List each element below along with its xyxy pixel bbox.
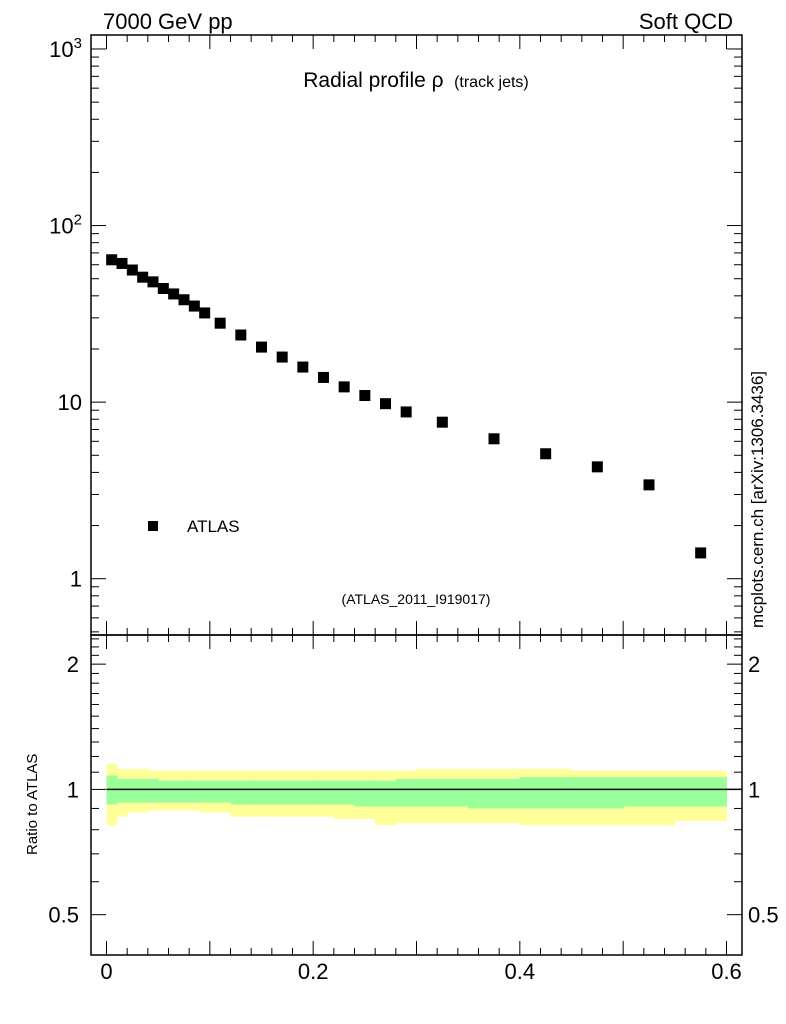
side-label: mcplots.cern.ch [arXiv:1306.3436] [748, 371, 767, 628]
legend: ATLAS [148, 517, 240, 536]
x-tick-label: 0.6 [711, 959, 742, 984]
x-tick-label: 0 [100, 959, 112, 984]
ratio-bands [106, 764, 727, 826]
ratio-band-1-bin [292, 780, 314, 805]
data-point [126, 264, 138, 276]
data-point [235, 329, 247, 341]
data-point [695, 547, 707, 559]
main-ticks: 1 10 102 103 [49, 35, 742, 635]
ratio-band-1-bin [416, 778, 469, 807]
ratio-band-1-bin [519, 777, 572, 809]
data-point [338, 381, 350, 393]
ratio-band-1-bin [158, 780, 169, 803]
ratio-band-1-bin [313, 780, 335, 805]
data-point [147, 276, 159, 288]
ratio-band-1-bin [147, 778, 159, 803]
ratio-band-1-bin [571, 777, 624, 809]
data-point [540, 448, 552, 460]
data-point [488, 433, 500, 445]
data-point [199, 307, 211, 319]
data-point [256, 341, 267, 353]
ratio-band-1-bin [209, 780, 231, 803]
data-point [106, 254, 118, 266]
data-point [214, 317, 226, 329]
data-point [178, 294, 190, 306]
data-point [137, 271, 149, 283]
ratio-band-1-bin [116, 778, 128, 803]
data-point [643, 479, 655, 491]
data-point [297, 361, 309, 373]
ratio-band-1-bin [623, 777, 676, 807]
ratio-band-1-bin [137, 778, 149, 803]
plot-title-main: Radial profile ρ [303, 69, 443, 92]
ratio-band-1-bin [468, 778, 521, 809]
ratio-band-1-bin [354, 780, 376, 807]
main-y-tick-label: 102 [49, 212, 82, 239]
data-point [359, 390, 371, 402]
ratio-band-1-bin [178, 780, 190, 803]
data-point [116, 257, 128, 269]
data-point [276, 351, 288, 363]
data-point [168, 288, 180, 300]
ratio-y-tick-label-right: 0.5 [748, 903, 779, 928]
header-right: Soft QCD [639, 9, 733, 34]
data-point [188, 300, 200, 312]
ratio-band-1-bin [395, 778, 417, 807]
data-point [318, 371, 329, 383]
data-point [400, 406, 412, 418]
ratio-y-axis-label: Ratio to ATLAS [24, 754, 41, 855]
data-point [591, 461, 603, 473]
ratio-y-tick-label: 0.5 [48, 903, 79, 928]
x-tick-label: 0.4 [505, 959, 536, 984]
main-y-tick-label: 103 [49, 35, 82, 62]
plot-title: Radial profile ρ (track jets) [303, 69, 528, 92]
ratio-band-1-bin [168, 780, 180, 803]
ratio-frame [90, 634, 743, 956]
data-points [106, 254, 707, 559]
plot-title-small: (track jets) [454, 74, 529, 91]
data-point [436, 416, 448, 428]
main-y-tick-label: 10 [58, 390, 82, 415]
ratio-band-1-bin [333, 780, 355, 805]
ratio-y-tick-label: 2 [67, 652, 79, 677]
reference-label: (ATLAS_2011_I919017) [342, 591, 491, 607]
ratio-band-1-bin [375, 780, 397, 807]
main-frame [90, 34, 743, 636]
ratio-ticks: 0 0.2 0.4 0.6 0.5 0.5 1 1 2 2 [48, 635, 779, 984]
ratio-band-1-bin [127, 778, 138, 803]
ratio-y-tick-label-right: 2 [748, 652, 760, 677]
x-tick-label: 0.2 [298, 959, 329, 984]
legend-label: ATLAS [187, 517, 240, 536]
data-point [380, 398, 391, 410]
main-y-tick-label: 1 [70, 567, 82, 592]
ratio-band-1-bin [674, 777, 727, 807]
ratio-y-tick-label-right: 1 [748, 777, 760, 802]
header-left: 7000 GeV pp [103, 9, 233, 34]
legend-marker [148, 521, 158, 531]
ratio-y-tick-label: 1 [67, 777, 79, 802]
ratio-band-1-bin [230, 780, 252, 805]
data-point [157, 283, 169, 295]
ratio-band-1-bin [199, 780, 211, 803]
ratio-band-1-bin [189, 780, 200, 803]
ratio-band-1-bin [271, 780, 293, 805]
ratio-band-1-bin [251, 780, 273, 805]
